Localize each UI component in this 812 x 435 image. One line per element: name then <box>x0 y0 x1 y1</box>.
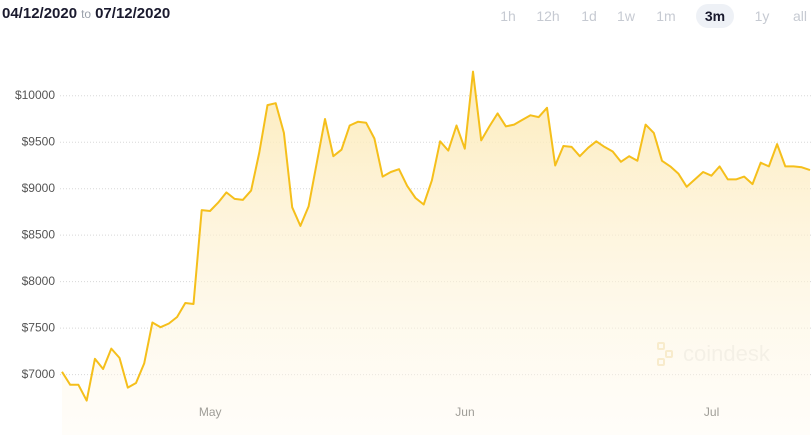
range-button[interactable]: all <box>792 8 807 24</box>
y-tick-label: $9000 <box>22 181 56 195</box>
y-tick-label: $10000 <box>15 88 55 102</box>
y-tick-label: $7500 <box>22 320 56 334</box>
price-line <box>61 70 811 402</box>
date-from: 04/12/2020 <box>2 5 78 22</box>
date-separator: to <box>81 7 92 21</box>
date-range: 04/12/2020 to 07/12/2020 <box>2 5 170 22</box>
y-tick-label: $7000 <box>22 367 56 381</box>
y-tick-label: $9500 <box>22 134 56 148</box>
range-button[interactable]: 1w <box>617 8 635 24</box>
range-button[interactable]: 12h <box>536 8 560 24</box>
range-button[interactable]: 1m <box>656 8 676 24</box>
area-fill <box>62 71 810 435</box>
range-button[interactable]: 1h <box>500 8 516 24</box>
y-tick-label: $8000 <box>22 274 56 288</box>
date-to: 07/12/2020 <box>95 5 171 22</box>
y-tick-label: $8500 <box>22 227 56 241</box>
range-button[interactable]: 1y <box>754 8 770 24</box>
range-button[interactable]: 1d <box>581 8 597 24</box>
range-button[interactable]: 3m <box>696 4 734 28</box>
